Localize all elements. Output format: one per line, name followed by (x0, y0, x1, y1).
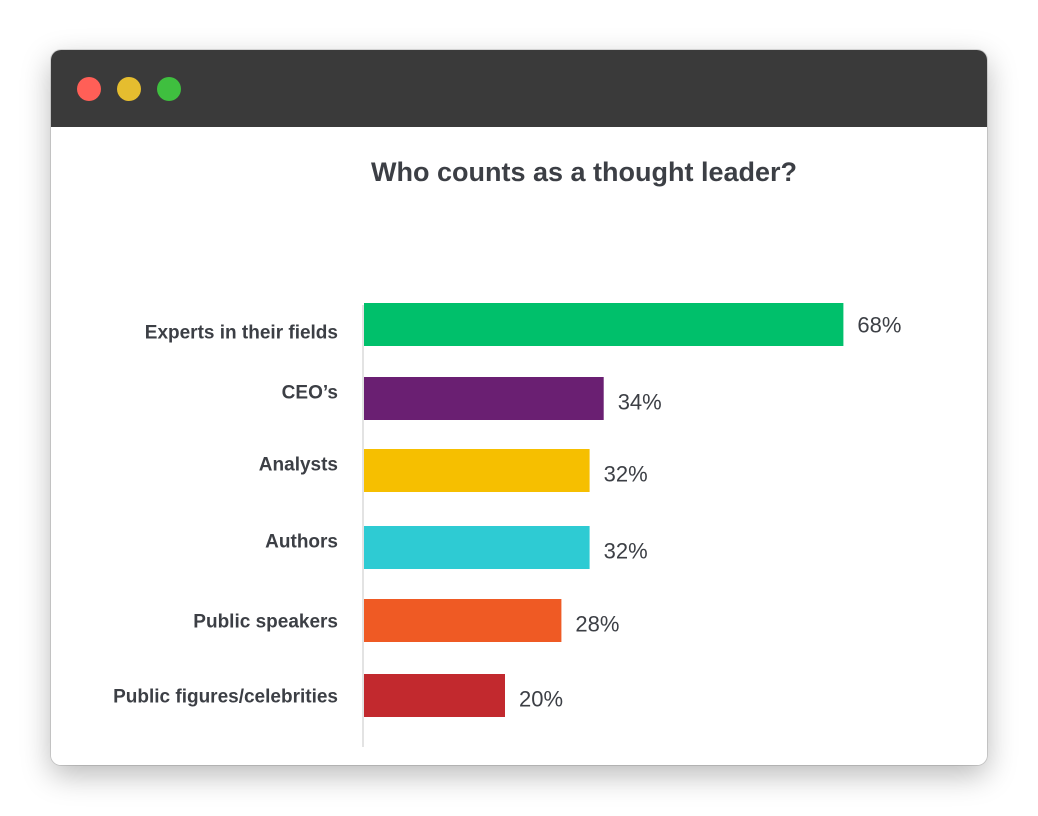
app-window: Who counts as a thought leader? Experts … (51, 50, 987, 765)
value-label: 32% (604, 539, 648, 564)
value-label: 32% (604, 462, 648, 487)
category-label: Authors (265, 532, 338, 553)
category-label: Analysts (259, 455, 338, 476)
value-label: 34% (618, 390, 662, 415)
bar-5 (364, 674, 505, 717)
category-label: Experts in their fields (145, 323, 338, 344)
value-label: 68% (857, 313, 901, 338)
category-label: Public speakers (193, 612, 338, 633)
bar-4 (364, 599, 562, 642)
bar-chart: Experts in their fields 68% CEO’s 34% Analys… (113, 303, 901, 747)
bar-0 (364, 303, 844, 346)
value-label: 20% (519, 687, 563, 712)
value-label: 28% (575, 612, 619, 637)
zoom-button[interactable] (157, 77, 181, 101)
bar-2 (364, 449, 590, 492)
category-label: Public figures/celebrities (113, 687, 338, 708)
chart-area: Who counts as a thought leader? Experts … (51, 127, 987, 765)
category-label: CEO’s (282, 383, 338, 404)
minimize-button[interactable] (117, 77, 141, 101)
bar-3 (364, 526, 590, 569)
title-bar (51, 50, 987, 127)
chart-title: Who counts as a thought leader? (370, 157, 797, 187)
bar-1 (364, 377, 604, 420)
close-button[interactable] (77, 77, 101, 101)
